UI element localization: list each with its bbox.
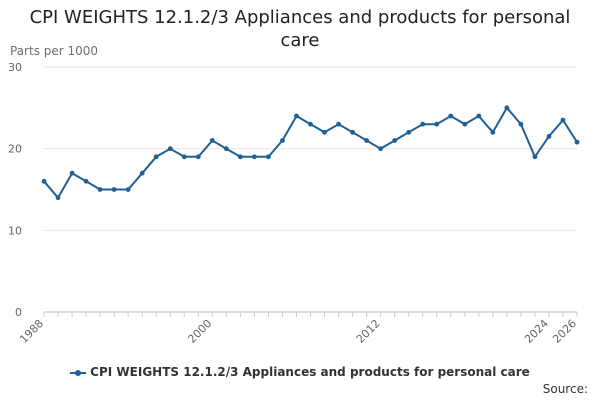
x-tick-label: 2026	[550, 317, 579, 346]
data-point	[560, 117, 566, 123]
data-point	[420, 121, 426, 127]
data-point	[294, 113, 299, 119]
y-axis-unit-label: Parts per 1000	[10, 44, 99, 58]
data-point	[69, 170, 75, 176]
data-point	[223, 146, 229, 152]
data-point	[350, 129, 355, 135]
x-tick-label: 2012	[354, 317, 383, 346]
data-point	[406, 129, 412, 135]
data-point	[41, 178, 47, 184]
data-point	[83, 178, 89, 184]
data-point	[476, 113, 482, 119]
data-point	[336, 121, 341, 127]
data-point	[195, 154, 201, 160]
chart-title: CPI WEIGHTS 12.1.2/3 Appliances and prod…	[29, 7, 571, 51]
legend-label: CPI WEIGHTS 12.1.2/3 Appliances and prod…	[90, 365, 530, 379]
data-point	[209, 138, 215, 143]
y-tick-label: 20	[8, 143, 22, 156]
legend[interactable]: CPI WEIGHTS 12.1.2/3 Appliances and prod…	[0, 365, 600, 379]
y-tick-label: 0	[15, 306, 22, 319]
data-point	[322, 129, 327, 135]
data-point	[532, 154, 538, 160]
data-point	[462, 121, 468, 127]
data-point	[434, 121, 440, 127]
data-point	[378, 146, 384, 152]
y-tick-label: 30	[8, 61, 22, 74]
data-point	[266, 154, 271, 160]
data-point	[308, 121, 313, 127]
data-point	[111, 187, 117, 192]
data-point	[448, 113, 454, 119]
data-point	[546, 134, 552, 139]
data-point	[153, 154, 159, 160]
data-point	[280, 138, 285, 143]
legend-line-marker-icon	[70, 368, 87, 378]
data-point	[490, 129, 496, 135]
series-line-layer	[43, 106, 578, 199]
data-point	[392, 138, 398, 143]
x-tick-label: 1988	[17, 317, 46, 346]
data-point	[504, 105, 510, 111]
series-line	[43, 106, 578, 199]
x-tick-label: 2000	[185, 317, 214, 346]
x-tick-label: 2024	[522, 317, 551, 346]
y-tick-label: 10	[8, 224, 22, 237]
data-point	[181, 154, 187, 160]
data-point	[139, 170, 145, 176]
data-point	[55, 195, 61, 201]
data-point	[364, 138, 370, 143]
data-point	[125, 187, 131, 192]
axes: 0 10 20 30 1988 2000 2012 2024 2026	[8, 61, 579, 346]
data-point	[237, 154, 243, 160]
gridlines	[44, 66, 577, 231]
data-point	[97, 187, 103, 192]
source-label: Source:	[542, 382, 588, 396]
data-point	[251, 154, 257, 160]
data-point	[518, 121, 524, 127]
data-point	[574, 139, 580, 145]
series-points	[41, 105, 580, 201]
data-point	[167, 146, 173, 152]
